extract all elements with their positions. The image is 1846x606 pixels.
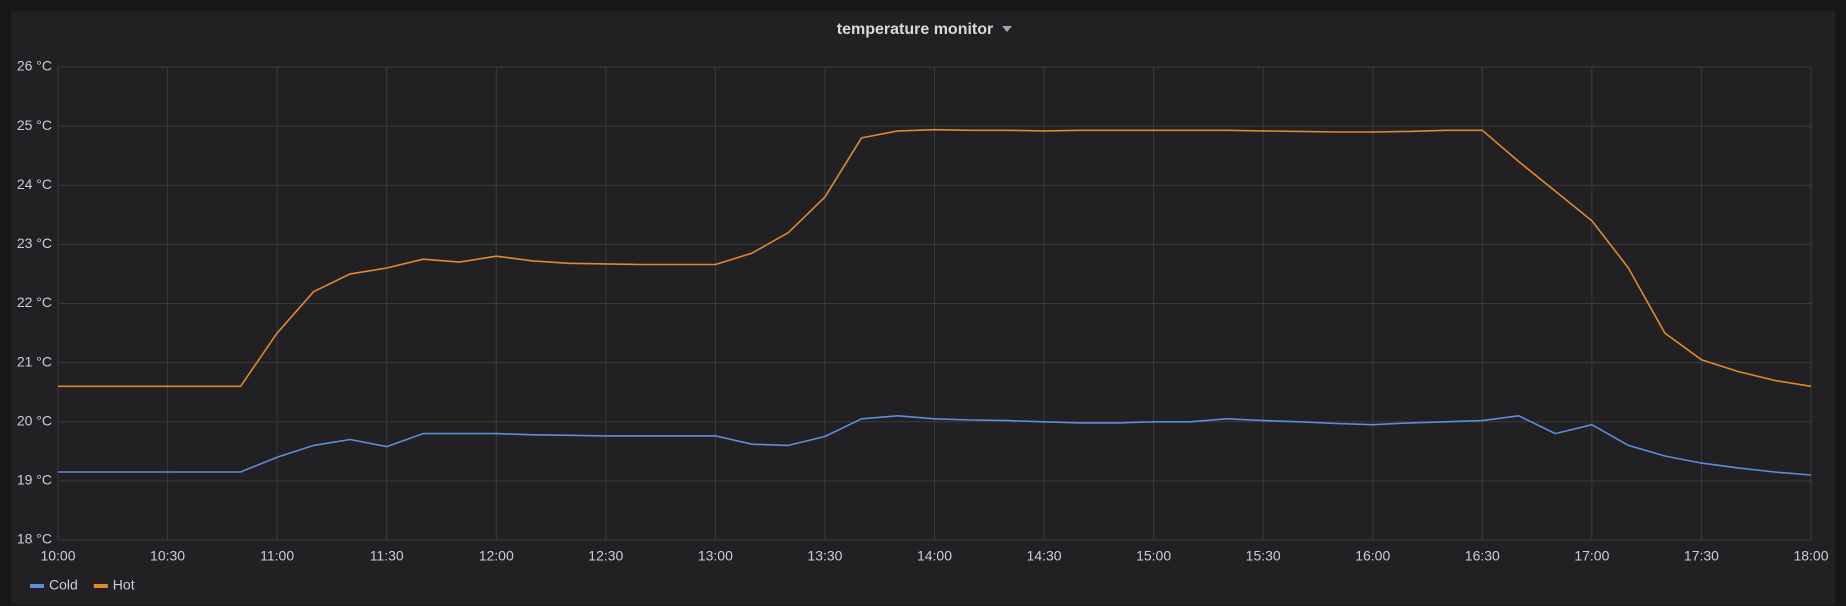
series-line	[58, 128, 1812, 388]
x-tick-label: 11:30	[370, 548, 404, 564]
x-tick-label: 13:00	[698, 548, 733, 564]
x-tick-label: 15:30	[1246, 548, 1281, 564]
x-tick-label: 15:00	[1136, 548, 1171, 564]
panel-title[interactable]: temperature monitor	[837, 21, 993, 38]
x-tick-label: 17:00	[1574, 548, 1609, 564]
y-tick-label: 18 °C	[17, 531, 52, 547]
y-tick-label: 20 °C	[17, 412, 52, 428]
y-tick-label: 22 °C	[17, 294, 52, 310]
title-menu-caret[interactable]	[1002, 26, 1012, 32]
x-tick-label: 11:00	[260, 548, 294, 564]
y-tick-label: 23 °C	[17, 235, 52, 251]
panel-background	[11, 11, 1835, 605]
x-tick-label: 12:30	[588, 548, 623, 564]
x-tick-label: 18:00	[1793, 548, 1828, 564]
x-tick-label: 14:30	[1027, 548, 1062, 564]
x-tick-label: 17:30	[1684, 548, 1719, 564]
y-tick-label: 24 °C	[17, 176, 52, 192]
series-line	[58, 415, 1812, 476]
x-tick-label: 16:30	[1465, 548, 1500, 564]
y-tick-label: 21 °C	[17, 353, 52, 369]
x-tick-label: 14:00	[917, 548, 952, 564]
x-tick-label: 16:00	[1355, 548, 1390, 564]
x-tick-label: 10:00	[40, 548, 75, 564]
x-tick-label: 12:00	[479, 548, 514, 564]
y-tick-label: 25 °C	[17, 117, 52, 133]
y-tick-label: 19 °C	[17, 472, 52, 488]
x-tick-label: 13:30	[807, 548, 842, 564]
x-tick-label: 10:30	[150, 548, 185, 564]
legend-label[interactable]: Cold	[49, 577, 78, 593]
y-tick-label: 26 °C	[17, 58, 52, 74]
legend-label[interactable]: Hot	[113, 577, 135, 593]
